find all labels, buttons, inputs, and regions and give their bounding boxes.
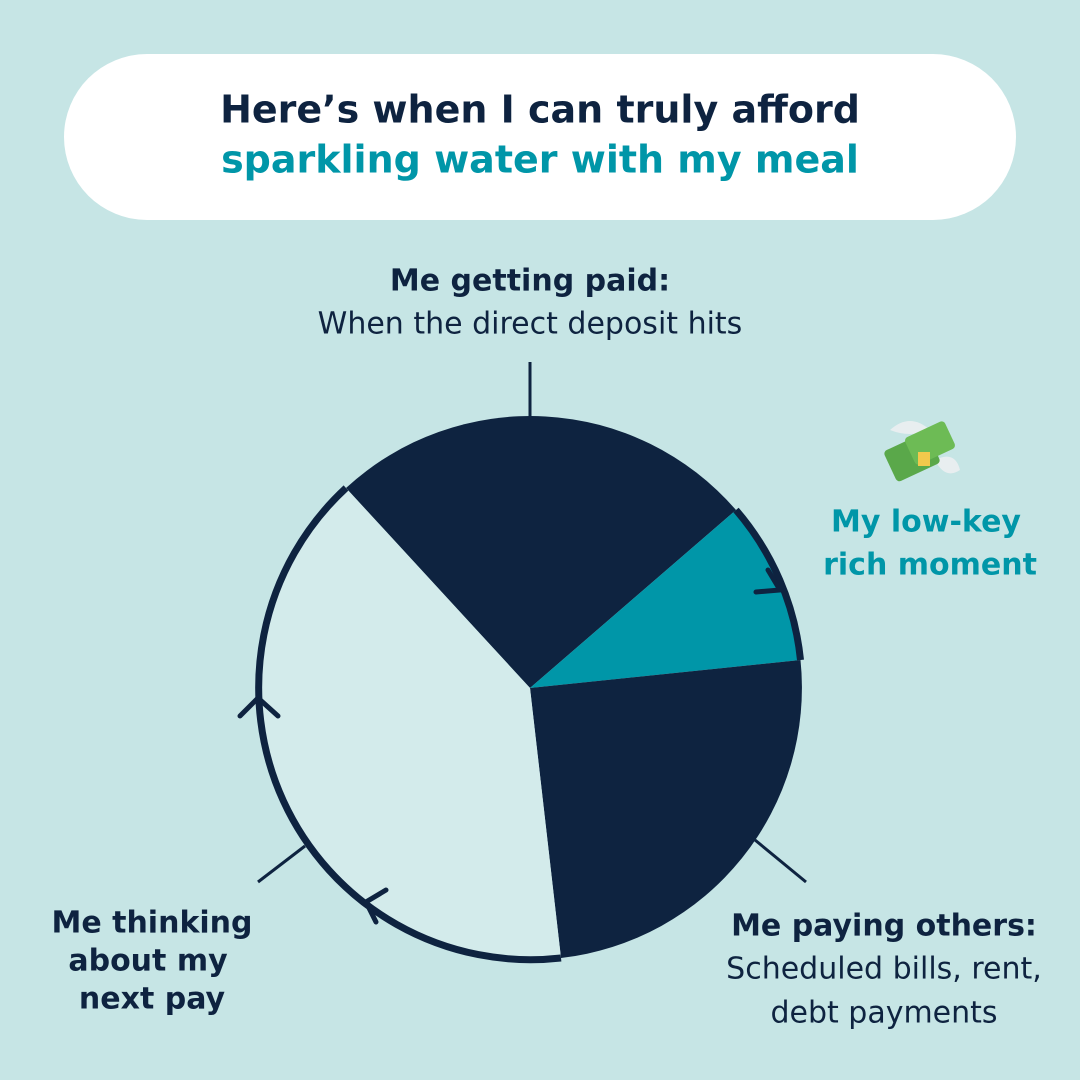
label-text: Scheduled bills, rent,	[726, 952, 1042, 987]
arrow	[753, 567, 785, 595]
label-text: When the direct deposit hits	[318, 307, 743, 342]
money-icon	[884, 421, 960, 482]
label-title: Me thinking	[51, 906, 252, 941]
title-line: sparkling water with my meal	[221, 138, 859, 182]
slice	[258, 488, 561, 960]
label-title: Me paying others:	[731, 909, 1037, 944]
ring	[733, 507, 804, 661]
tick	[257, 844, 306, 884]
arrow	[237, 694, 281, 719]
title-pill	[64, 54, 1016, 220]
label-title: Me getting paid:	[390, 264, 670, 299]
slice	[346, 416, 736, 688]
label-title: next pay	[79, 982, 226, 1017]
label-title: My low-key	[831, 505, 1021, 540]
tick	[754, 838, 807, 884]
label-title: rich moment	[823, 548, 1037, 583]
arrow	[362, 887, 389, 925]
slice	[530, 510, 801, 688]
title-line: Here’s when I can truly afford	[220, 88, 860, 132]
label-title: about my	[68, 944, 228, 979]
slice	[530, 660, 802, 958]
label-text: debt payments	[770, 996, 997, 1031]
ring	[255, 485, 562, 964]
